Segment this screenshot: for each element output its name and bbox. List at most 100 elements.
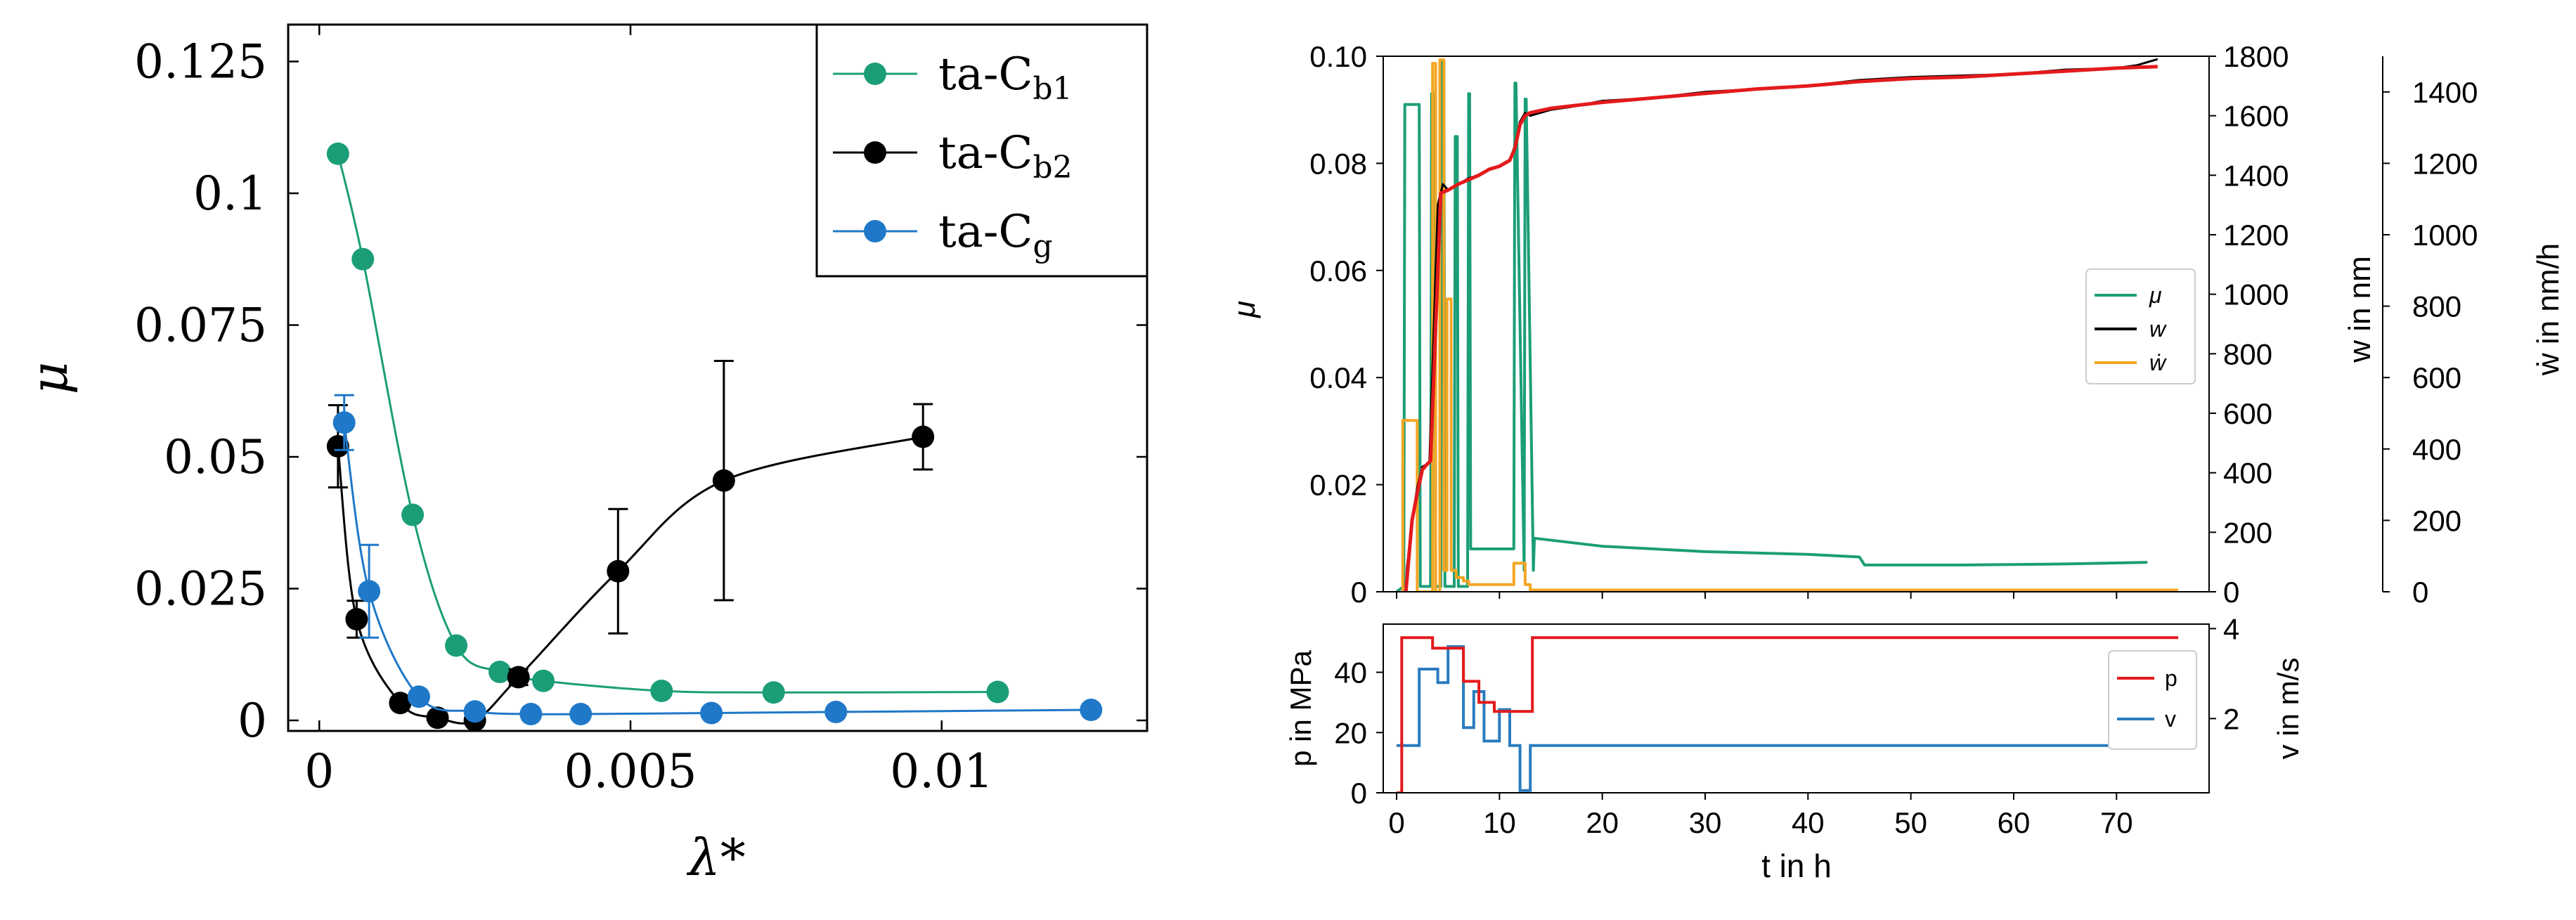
series-ta-C-b2 bbox=[326, 360, 935, 731]
x-axis-label: t in h bbox=[1761, 848, 1832, 884]
data-point bbox=[332, 411, 356, 434]
data-point bbox=[463, 700, 486, 723]
legend: pv bbox=[2108, 650, 2197, 750]
data-point bbox=[912, 425, 935, 448]
x-tick-label: 0.005 bbox=[564, 744, 697, 798]
y-tick-label: 0.075 bbox=[134, 299, 267, 353]
x-tick-label: 60 bbox=[1998, 806, 2031, 839]
data-point bbox=[345, 608, 368, 630]
series-μ bbox=[1395, 60, 2148, 592]
p-tick-label: 0 bbox=[1351, 777, 1367, 810]
legend-label: p bbox=[2165, 666, 2177, 691]
wdot-tick-label: 600 bbox=[2412, 361, 2461, 394]
data-point bbox=[986, 680, 1009, 704]
p-tick-label: 20 bbox=[1334, 716, 1367, 749]
w-tick-label: 1000 bbox=[2223, 278, 2289, 311]
y-axis-label: μ bbox=[20, 362, 79, 395]
wdot-tick-label: 1400 bbox=[2412, 76, 2478, 109]
p-axis-label: p in MPa bbox=[1284, 649, 1317, 766]
data-point bbox=[326, 142, 349, 165]
data-point bbox=[401, 503, 425, 526]
data-point bbox=[507, 666, 530, 689]
w-tick-label: 200 bbox=[2223, 516, 2272, 549]
w-tick-label: 0 bbox=[2223, 576, 2239, 609]
w-tick-label: 1200 bbox=[2223, 219, 2289, 252]
legend-marker bbox=[864, 220, 886, 242]
wdot-tick-label: 400 bbox=[2412, 433, 2461, 466]
wdot-tick-label: 800 bbox=[2412, 290, 2461, 323]
time-series-chart: 0 0.02 0.04 0.06 0.08 0.10 0 200 400 600 800 1000 12… bbox=[1227, 40, 2565, 609]
wdot-axis-label: ẇ in nm/h bbox=[2531, 243, 2565, 376]
legend-marker bbox=[864, 63, 886, 85]
w-tick-label: 400 bbox=[2223, 457, 2272, 490]
mu-tick-label: 0 bbox=[1351, 576, 1367, 609]
plot-frame bbox=[287, 23, 1148, 732]
x-tick-label: 30 bbox=[1689, 806, 1722, 839]
series-line bbox=[337, 436, 924, 725]
p-tick-label: 40 bbox=[1334, 656, 1367, 689]
x-tick-label: 0.01 bbox=[890, 744, 993, 798]
legend-label: v bbox=[2165, 706, 2176, 732]
data-point bbox=[607, 559, 630, 583]
x-tick-label: 0 bbox=[1388, 806, 1404, 839]
mu-tick-label: 0.02 bbox=[1309, 469, 1367, 502]
x-tick-label: 50 bbox=[1894, 806, 1927, 839]
data-point bbox=[700, 701, 723, 725]
mu-tick-label: 0.08 bbox=[1309, 147, 1367, 180]
legend-label: ẇ bbox=[2149, 350, 2167, 375]
wdot-tick-label: 1000 bbox=[2412, 219, 2478, 252]
mu-tick-label: 0.04 bbox=[1309, 361, 1367, 394]
v-tick-label: 4 bbox=[2223, 612, 2239, 645]
data-point bbox=[407, 685, 430, 708]
x-tick-label: 40 bbox=[1792, 806, 1825, 839]
mu-tick-label: 0.10 bbox=[1309, 40, 1367, 73]
data-point bbox=[519, 703, 543, 725]
x-tick-label: 70 bbox=[2100, 806, 2133, 839]
data-point bbox=[824, 701, 848, 723]
v-axis-label: v in m/s bbox=[2272, 658, 2305, 760]
series-w-fit bbox=[1404, 65, 2158, 592]
data-point bbox=[712, 469, 735, 492]
data-point bbox=[1080, 699, 1103, 721]
wdot-tick-label: 1200 bbox=[2412, 147, 2478, 180]
data-point bbox=[762, 681, 785, 704]
y-tick-label: 0.125 bbox=[134, 35, 267, 89]
series-v bbox=[1397, 645, 2179, 792]
y-tick-label: 0.025 bbox=[134, 562, 267, 616]
plot-frame bbox=[1383, 56, 2210, 592]
mu-tick-label: 0.06 bbox=[1309, 254, 1367, 287]
w-tick-label: 800 bbox=[2223, 337, 2272, 370]
series-line bbox=[343, 422, 1092, 715]
legend-label: w bbox=[2149, 316, 2167, 342]
x-tick-label: 0 bbox=[304, 744, 334, 798]
y-tick-label: 0.1 bbox=[193, 167, 267, 221]
series-p bbox=[1397, 636, 2179, 793]
w-tick-label: 1800 bbox=[2223, 40, 2289, 73]
data-point bbox=[569, 703, 593, 725]
series-ta-C-g bbox=[332, 394, 1103, 725]
w-tick-label: 600 bbox=[2223, 397, 2272, 430]
legend-label: ta-Cb1 bbox=[938, 48, 1073, 107]
data-point bbox=[488, 661, 512, 683]
series-ta-C-b1 bbox=[326, 142, 1009, 704]
data-point bbox=[351, 247, 375, 271]
w-tick-label: 1400 bbox=[2223, 159, 2289, 192]
plot-frame bbox=[1383, 623, 2210, 793]
data-point bbox=[358, 580, 381, 603]
data-point bbox=[650, 680, 673, 702]
data-point bbox=[426, 706, 449, 730]
y-tick-label: 0.05 bbox=[164, 430, 267, 484]
wdot-tick-label: 0 bbox=[2412, 576, 2428, 609]
x-tick-label: 10 bbox=[1483, 806, 1516, 839]
legend-marker bbox=[864, 141, 886, 164]
x-tick-label: 20 bbox=[1586, 806, 1619, 839]
v-tick-label: 2 bbox=[2223, 702, 2239, 735]
w-tick-label: 1600 bbox=[2223, 100, 2289, 133]
data-point bbox=[389, 692, 412, 715]
x-axis-label: λ* bbox=[686, 828, 746, 887]
friction-vs-lambda-chart: 0 0.005 0.01 0 0.025 0.05 0.075 0.1 0.125 λ* μ t… bbox=[20, 23, 1148, 887]
series-ẇ bbox=[1401, 58, 2179, 592]
data-point bbox=[532, 669, 555, 692]
